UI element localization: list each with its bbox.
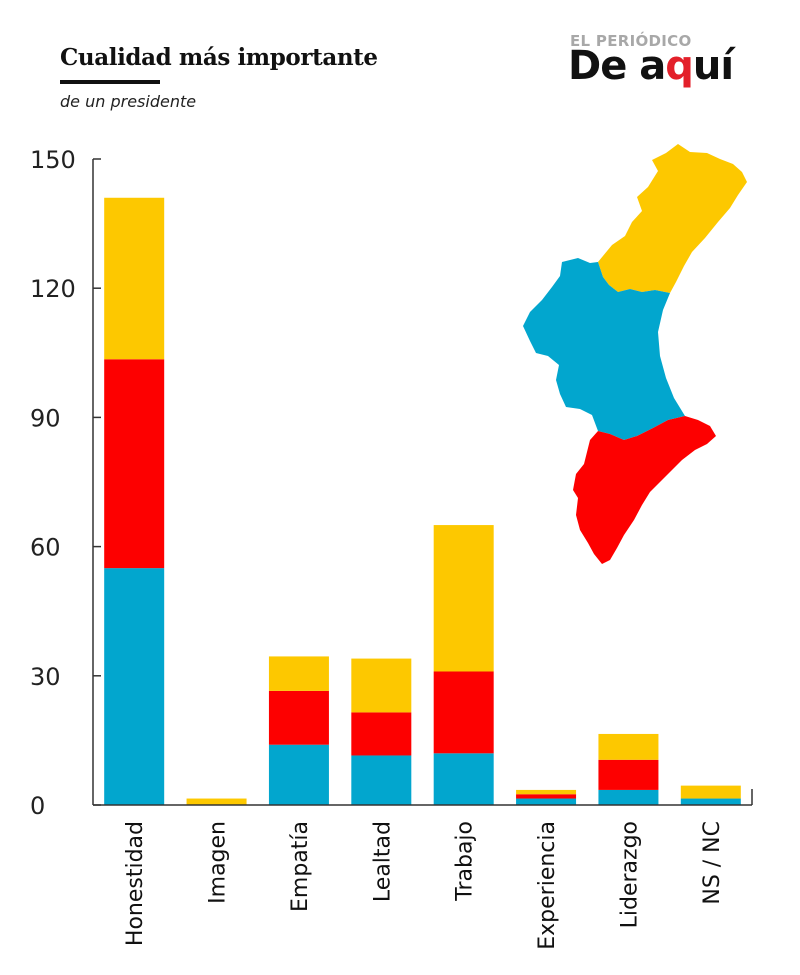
y-tick-label: 30 — [30, 663, 61, 691]
x-category-label: Experiencia — [535, 821, 560, 950]
bar-segment — [104, 359, 165, 569]
title-underline — [60, 80, 160, 84]
y-tick-label: 90 — [30, 404, 61, 432]
bar-segment — [351, 658, 412, 713]
bar-segment — [516, 794, 577, 799]
map-valencia-region — [523, 258, 685, 440]
bar-segment — [268, 656, 329, 691]
bar-segment — [104, 197, 165, 360]
bar-segment — [433, 753, 494, 805]
map-castellon-region — [598, 144, 747, 293]
bar-segment — [516, 798, 577, 805]
logo-main-text: De aquí — [568, 43, 734, 89]
bar-segment — [680, 798, 741, 805]
bar-segment — [680, 785, 741, 799]
x-category-label: Empatía — [288, 821, 313, 912]
map-alicante-region — [573, 416, 716, 564]
logo-main-right: uí — [692, 43, 734, 89]
bar-segment — [104, 568, 165, 805]
x-category-label: Lealtad — [370, 821, 395, 902]
bar-segment — [598, 789, 659, 805]
y-tick-label: 0 — [30, 792, 45, 820]
y-tick-label: 120 — [30, 275, 76, 303]
y-tick-label: 150 — [30, 146, 76, 174]
bar-segment — [268, 744, 329, 805]
bar-segment — [598, 759, 659, 790]
x-category-label: Trabajo — [453, 821, 478, 902]
bars — [104, 197, 741, 805]
bar-segment — [516, 789, 577, 795]
logo-main-red: q — [665, 43, 694, 89]
x-category-label: Honestidad — [123, 821, 148, 946]
x-axis: Honestidad Imagen Empatía Lealtad Trabajo Exp… — [93, 789, 753, 950]
bar-segment — [186, 798, 247, 805]
bar-segment — [351, 755, 412, 805]
chart-title: Cualidad más importante — [60, 44, 378, 71]
bar-segment — [433, 671, 494, 754]
y-tick-label: 60 — [30, 534, 61, 562]
y-axis: 0 30 60 90 120 150 — [30, 146, 101, 820]
x-category-label: NS / NC — [700, 821, 725, 905]
logo-top-text: EL PERIÓDICO — [570, 32, 692, 50]
x-category-label: Imagen — [206, 821, 231, 904]
bar-segment — [433, 525, 494, 672]
bar-segment — [268, 690, 329, 745]
logo-main-left: De a — [568, 43, 666, 89]
x-category-label: Liderazgo — [617, 821, 642, 928]
bar-segment — [351, 712, 412, 756]
province-map-legend — [523, 144, 747, 564]
bar-segment — [598, 733, 659, 760]
chart-subtitle: de un presidente — [60, 92, 197, 111]
publisher-logo: EL PERIÓDICO De aquí — [566, 32, 756, 88]
